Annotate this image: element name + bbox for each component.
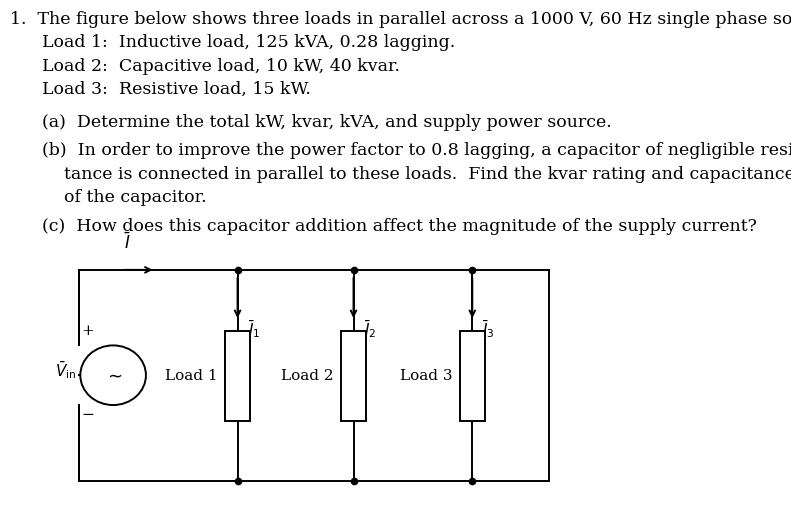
Bar (460, 331, 485, 421)
Text: $\bar{I}_3$: $\bar{I}_3$ (483, 318, 495, 340)
Text: $\bar{I}_1$: $\bar{I}_1$ (248, 318, 260, 340)
Text: $\bar{I}_2$: $\bar{I}_2$ (364, 318, 376, 340)
Text: $\bar{V}_{\mathrm{in}}$: $\bar{V}_{\mathrm{in}}$ (55, 359, 77, 381)
Bar (341, 331, 366, 421)
Text: Load 3: Load 3 (400, 369, 452, 383)
Text: +: + (81, 324, 94, 338)
Text: Load 1: Load 1 (165, 369, 218, 383)
Text: Load 2: Load 2 (282, 369, 334, 383)
Text: of the capacitor.: of the capacitor. (65, 189, 207, 206)
Text: $\bar{I}$: $\bar{I}$ (123, 233, 131, 253)
Text: 1.  The figure below shows three loads in parallel across a 1000 V, 60 Hz single: 1. The figure below shows three loads in… (10, 11, 791, 28)
Text: Load 2:  Capacitive load, 10 kW, 40 kvar.: Load 2: Capacitive load, 10 kW, 40 kvar. (43, 58, 400, 75)
Text: (b)  In order to improve the power factor to 0.8 lagging, a capacitor of negligi: (b) In order to improve the power factor… (43, 142, 791, 159)
Bar (225, 331, 250, 421)
Text: (a)  Determine the total kW, kvar, kVA, and supply power source.: (a) Determine the total kW, kvar, kVA, a… (43, 114, 612, 131)
Text: tance is connected in parallel to these loads.  Find the kvar rating and capacit: tance is connected in parallel to these … (65, 166, 791, 182)
Text: Load 1:  Inductive load, 125 kVA, 0.28 lagging.: Load 1: Inductive load, 125 kVA, 0.28 la… (43, 34, 456, 51)
Text: (c)  How does this capacitor addition affect the magnitude of the supply current: (c) How does this capacitor addition aff… (43, 218, 757, 235)
Text: Load 3:  Resistive load, 15 kW.: Load 3: Resistive load, 15 kW. (43, 81, 312, 98)
Text: $\sim$: $\sim$ (104, 366, 123, 384)
Text: −: − (81, 408, 94, 421)
